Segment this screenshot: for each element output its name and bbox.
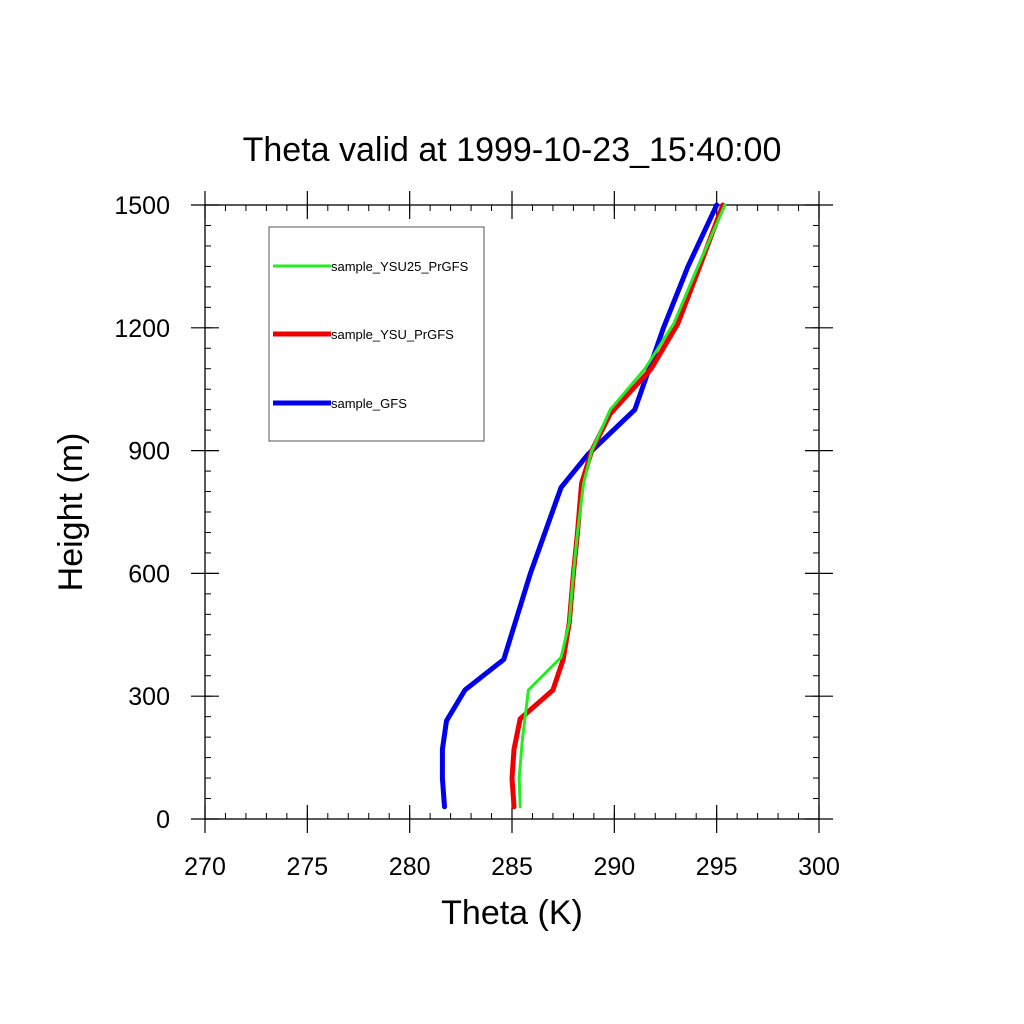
y-tick-label: 900 xyxy=(128,438,170,466)
y-tick-label: 600 xyxy=(128,560,170,588)
y-tick-label: 1200 xyxy=(114,315,170,343)
y-tick-label: 300 xyxy=(128,683,170,711)
legend-label: sample_YSU_PrGFS xyxy=(331,327,454,342)
y-tick-label: 1500 xyxy=(114,192,170,220)
y-tick-labels: 0 300 600 900 1200 1500 xyxy=(114,192,170,834)
x-axis-label: Theta (K) xyxy=(441,894,583,932)
legend: sample_YSU25_PrGFS sample_YSU_PrGFSsample… xyxy=(268,226,485,442)
x-tick-label: 285 xyxy=(491,853,533,881)
series-line-sample-ysu25-prgfs xyxy=(517,203,727,809)
legend-items: sample_YSU25_PrGFS sample_YSU_PrGFSsample… xyxy=(273,259,469,411)
x-tick-label: 275 xyxy=(286,853,328,881)
major-ticks xyxy=(191,191,833,833)
legend-label: sample_YSU25_PrGFS xyxy=(331,259,469,274)
chart-title: Theta valid at 1999-10-23_15:40:00 xyxy=(243,131,782,169)
series-lines xyxy=(439,202,727,810)
x-tick-label: 280 xyxy=(389,853,431,881)
y-axis-label: Height (m) xyxy=(52,433,90,592)
series-line-sample-ysu-prgfs xyxy=(509,202,726,810)
x-tick-label: 290 xyxy=(593,853,635,881)
x-tick-label: 295 xyxy=(696,853,738,881)
series-line-sample-gfs xyxy=(439,202,720,810)
x-tick-label: 300 xyxy=(798,853,840,881)
x-tick-label: 270 xyxy=(184,853,226,881)
x-tick-labels: 270 275 280 285 290 295 300 xyxy=(184,853,840,881)
legend-label: sample_GFS xyxy=(331,396,407,411)
y-tick-label: 0 xyxy=(156,806,170,834)
